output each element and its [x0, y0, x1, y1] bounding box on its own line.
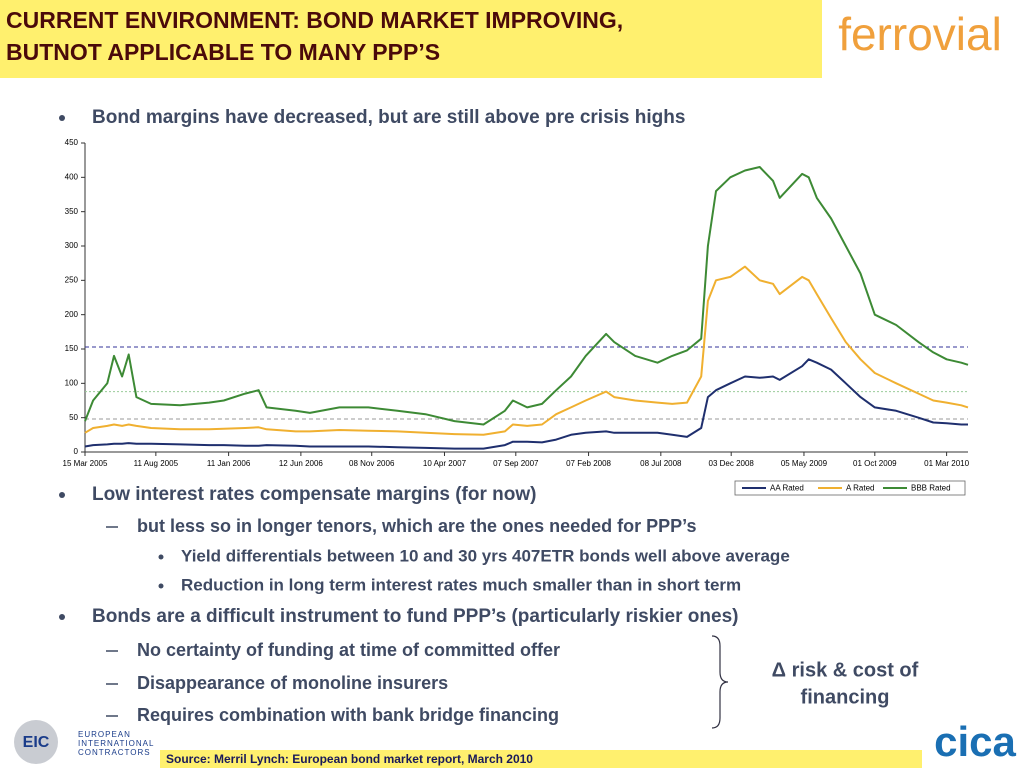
- x-tick-label: 03 Dec 2008: [709, 459, 755, 468]
- x-tick-label: 11 Jan 2006: [207, 459, 251, 468]
- annotation: financing: [801, 686, 890, 708]
- eic-name: CONTRACTORS: [78, 748, 151, 757]
- title-line: CURRENT ENVIRONMENT: BOND MARKET IMPROVI…: [6, 7, 623, 33]
- x-tick-label: 08 Nov 2006: [349, 459, 395, 468]
- brace: [711, 635, 729, 729]
- bullet-dot: [59, 614, 65, 620]
- y-tick-label: 300: [65, 241, 79, 250]
- bullet-text: Reduction in long term interest rates mu…: [181, 575, 741, 594]
- bullet-text: Low interest rates compensate margins (f…: [92, 484, 536, 505]
- bullet-text: Disappearance of monoline insurers: [137, 673, 448, 693]
- x-tick-label: 11 Aug 2005: [134, 459, 179, 468]
- bullet-text: but less so in longer tenors, which are …: [137, 516, 696, 536]
- series-line: [84, 265, 969, 436]
- bullet-text: No certainty of funding at time of commi…: [137, 640, 560, 660]
- title-line: BUTNOT APPLICABLE TO MANY PPP’S: [6, 39, 440, 65]
- series-line: [84, 358, 968, 450]
- eic-name: EUROPEAN: [78, 730, 131, 739]
- y-tick-label: 50: [69, 413, 78, 422]
- x-tick-label: 05 May 2009: [781, 459, 828, 468]
- x-tick-label: 01 Oct 2009: [853, 459, 897, 468]
- y-tick-label: 100: [65, 378, 79, 387]
- legend-label: AA Rated: [770, 484, 804, 493]
- eic-name: INTERNATIONAL: [78, 739, 154, 748]
- y-tick-label: 450: [65, 138, 79, 147]
- y-tick-label: 150: [65, 344, 79, 353]
- x-tick-label: 08 Jul 2008: [640, 459, 682, 468]
- source-box: [160, 750, 922, 768]
- bullet-text: Requires combination with bank bridge fi…: [137, 705, 559, 725]
- bullet-text: Bonds are a difficult instrument to fund…: [92, 606, 738, 627]
- legend-label: A Rated: [846, 484, 874, 493]
- eic-logo: EIC: [23, 734, 50, 751]
- bullet-dot: [59, 115, 65, 121]
- bullet-dot: [59, 492, 65, 498]
- x-tick-label: 10 Apr 2007: [423, 459, 467, 468]
- x-tick-label: 15 Mar 2005: [63, 459, 108, 468]
- y-tick-label: 200: [65, 310, 79, 319]
- x-tick-label: 07 Feb 2008: [566, 459, 611, 468]
- x-tick-label: 07 Sep 2007: [493, 459, 539, 468]
- bullet-dot: [158, 554, 164, 560]
- legend-box: [734, 480, 966, 496]
- title-box: [0, 0, 822, 78]
- bullet-text: Bond margins have decreased, but are sti…: [92, 107, 685, 128]
- x-tick-label: 01 Mar 2010: [924, 459, 969, 468]
- cica-logo: cica: [934, 718, 1016, 765]
- x-tick-label: 12 Jun 2006: [279, 459, 324, 468]
- annotation: Δ risk & cost of: [772, 659, 919, 681]
- bullet-dot: [158, 583, 164, 589]
- y-tick-label: 250: [65, 275, 79, 284]
- legend-label: BBB Rated: [911, 484, 951, 493]
- bullet-text: Yield differentials between 10 and 30 yr…: [181, 546, 790, 565]
- y-tick-label: 400: [65, 172, 79, 181]
- y-tick-label: 0: [74, 447, 79, 456]
- eic-globe: [14, 720, 58, 764]
- source: Source: Merril Lynch: European bond mark…: [166, 752, 533, 766]
- logo: ferrovial: [838, 8, 1002, 60]
- series-line: [84, 166, 969, 426]
- y-tick-label: 350: [65, 207, 79, 216]
